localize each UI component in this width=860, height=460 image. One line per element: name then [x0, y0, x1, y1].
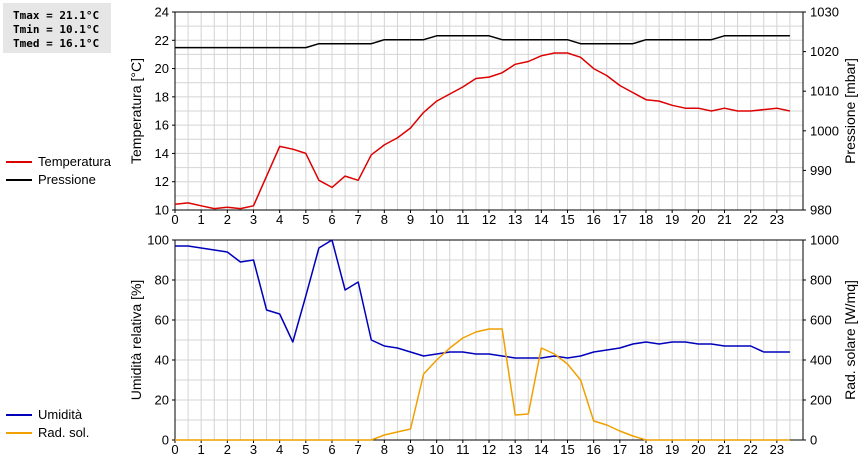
- legend-swatch-humidity: [6, 414, 32, 416]
- bottom-y2-tick-label: 400: [810, 353, 832, 368]
- top-x-tick-label: 1: [198, 212, 205, 227]
- bottom-x-tick-label: 2: [224, 442, 231, 457]
- top-x-tick-label: 17: [613, 212, 627, 227]
- top-y-tick-label: 10: [155, 203, 169, 218]
- top-y-tick-label: 14: [155, 146, 169, 161]
- bottom-y2-tick-label: 800: [810, 273, 832, 288]
- bottom-series-solar: [175, 328, 790, 441]
- bottom-x-tick-label: 11: [456, 442, 470, 457]
- legend-swatch-solar: [6, 432, 32, 434]
- bottom-y2-tick-label: 1000: [810, 233, 839, 248]
- bottom-x-tick-label: 7: [355, 442, 362, 457]
- bottom-y-tick-label: 80: [155, 273, 169, 288]
- top-x-tick-label: 9: [407, 212, 414, 227]
- top-x-tick-label: 7: [355, 212, 362, 227]
- top-x-tick-label: 20: [691, 212, 705, 227]
- bottom-y-axis-label: Umidità relativa [%]: [128, 280, 144, 401]
- top-y2-tick-label: 1000: [810, 123, 839, 138]
- legend-label-solar: Rad. sol.: [38, 425, 90, 440]
- bottom-series-humidity: [175, 239, 790, 359]
- bottom-y-tick-label: 20: [155, 393, 169, 408]
- top-x-tick-label: 19: [665, 212, 679, 227]
- tmax-text: Tmax = 21.1°C: [13, 9, 100, 22]
- bottom-x-tick-label: 14: [534, 442, 548, 457]
- bottom-x-tick-label: 3: [250, 442, 257, 457]
- top-x-tick-label: 2: [224, 212, 231, 227]
- top-chart: 0 1 2 3 4 5 6 7 8 9 10 11 12 13 14 15 16 17 18 19 20 21 22 2310…: [128, 5, 858, 228]
- top-y2-tick-label: 1030: [810, 5, 839, 20]
- top-x-tick-label: 22: [743, 212, 757, 227]
- top-x-tick-label: 12: [482, 212, 496, 227]
- top-series-temperature: [174, 52, 791, 210]
- bottom-x-tick-label: 20: [691, 442, 705, 457]
- top-x-tick-label: 23: [770, 212, 784, 227]
- top-x-tick-label: 5: [302, 212, 309, 227]
- top-x-tick-label: 3: [250, 212, 257, 227]
- top-y-tick-label: 24: [155, 5, 169, 20]
- bottom-y-tick-label: 60: [155, 313, 169, 328]
- top-x-tick-label: 4: [276, 212, 283, 227]
- bottom-x-tick-label: 13: [508, 442, 522, 457]
- tmin-text: Tmin = 10.1°C: [13, 23, 100, 36]
- legend-label-humidity: Umidità: [38, 407, 83, 422]
- top-y2-tick-label: 1020: [810, 44, 839, 59]
- top-y2-tick-label: 1010: [810, 84, 839, 99]
- top-x-tick-label: 11: [456, 212, 470, 227]
- legend-label-pressure: Pressione: [38, 172, 96, 187]
- bottom-x-tick-label: 12: [482, 442, 496, 457]
- top-x-tick-label: 14: [534, 212, 548, 227]
- top-y-tick-label: 18: [155, 89, 169, 104]
- legend-label-temperature: Temperatura: [38, 154, 111, 169]
- top-y-axis-label: Temperatura [°C]: [128, 58, 144, 164]
- top-x-tick-label: 13: [508, 212, 522, 227]
- bottom-x-tick-label: 21: [717, 442, 731, 457]
- top-x-tick-label: 16: [586, 212, 600, 227]
- top-y2-axis-label: Pressione [mbar]: [842, 58, 858, 164]
- top-y-tick-label: 16: [155, 118, 169, 133]
- bottom-x-tick-label: 17: [613, 442, 627, 457]
- bottom-x-tick-label: 15: [560, 442, 574, 457]
- bottom-x-tick-label: 22: [743, 442, 757, 457]
- bottom-y2-axis-label: Rad. solare [W/mq]: [842, 280, 858, 400]
- legend-swatch-pressure: [6, 179, 32, 181]
- bottom-y-tick-label: 40: [155, 353, 169, 368]
- top-x-tick-label: 6: [328, 212, 335, 227]
- legend-swatch-temperature: [6, 161, 32, 163]
- bottom-y2-tick-label: 600: [810, 313, 832, 328]
- bottom-x-tick-label: 19: [665, 442, 679, 457]
- stats-box: Tmax = 21.1°C Tmin = 10.1°C Tmed = 16.1°…: [3, 3, 111, 53]
- top-y-tick-label: 22: [155, 33, 169, 48]
- top-x-tick-label: 21: [717, 212, 731, 227]
- bottom-x-tick-label: 0: [171, 442, 178, 457]
- tmed-text: Tmed = 16.1°C: [13, 37, 100, 50]
- top-y-tick-label: 12: [155, 174, 169, 189]
- top-x-tick-label: 8: [381, 212, 388, 227]
- bottom-chart: 0 1 2 3 4 5 6 7 8 9 10 11 12 13 14 15 16 17 18 19 20 21 22 2302…: [128, 233, 858, 458]
- bottom-y2-tick-label: 200: [810, 393, 832, 408]
- bottom-x-tick-label: 4: [276, 442, 283, 457]
- top-y2-tick-label: 990: [810, 163, 832, 178]
- bottom-x-tick-label: 16: [586, 442, 600, 457]
- bottom-y2-tick-label: 0: [810, 433, 817, 448]
- bottom-x-tick-label: 1: [198, 442, 205, 457]
- top-x-tick-label: 10: [429, 212, 443, 227]
- bottom-y-tick-label: 0: [162, 433, 169, 448]
- top-y2-tick-label: 980: [810, 203, 832, 218]
- top-x-tick-label: 15: [560, 212, 574, 227]
- bottom-x-tick-label: 23: [770, 442, 784, 457]
- bottom-x-tick-label: 8: [381, 442, 388, 457]
- bottom-y-tick-label: 100: [147, 233, 169, 248]
- bottom-x-tick-label: 9: [407, 442, 414, 457]
- bottom-x-tick-label: 10: [429, 442, 443, 457]
- top-x-tick-label: 18: [639, 212, 653, 227]
- bottom-x-tick-label: 5: [302, 442, 309, 457]
- top-y-tick-label: 20: [155, 61, 169, 76]
- bottom-x-tick-label: 18: [639, 442, 653, 457]
- top-x-tick-label: 0: [171, 212, 178, 227]
- bottom-x-tick-label: 6: [328, 442, 335, 457]
- top-series-pressure: [175, 35, 790, 49]
